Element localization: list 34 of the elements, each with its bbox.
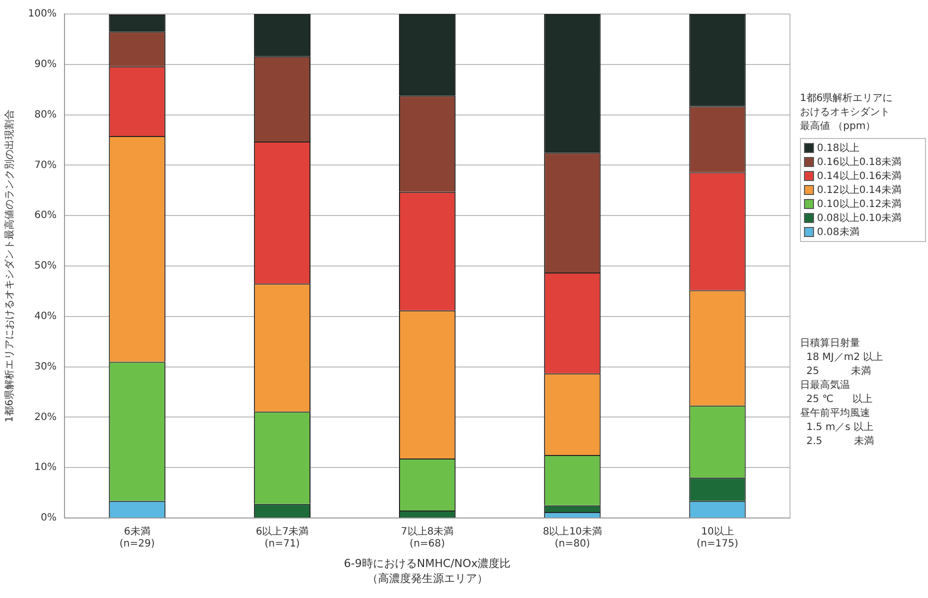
y-tick-label: 80%: [34, 109, 57, 120]
legend-label: 0.12以上0.14未満: [817, 184, 902, 197]
text: 日積算日射量: [800, 337, 861, 351]
legend-label: 0.10以上0.12未満: [817, 198, 902, 211]
y-tick-label: 10%: [34, 462, 57, 474]
text: 1.5 m／s 以上: [805, 421, 875, 435]
x-tick-label: 6以上7未満 (n=71): [256, 526, 309, 550]
text: 25 未満: [805, 365, 872, 379]
y-tick-label: 90%: [34, 58, 57, 70]
x-axis-title: 6-9時におけるNMHC/NOx濃度比（高濃度発生源エリア）: [342, 556, 512, 586]
legend-label: 0.08未満: [817, 226, 860, 239]
y-tick-label: 40%: [34, 310, 57, 322]
text: 日最高気温: [800, 379, 851, 393]
y-tick-label: 100%: [28, 8, 57, 20]
text: 18 MJ／m2 以上: [805, 351, 884, 365]
legend-label: 0.08以上0.10未満: [817, 212, 902, 225]
x-tick-label: 7以上8未満 (n=68): [400, 526, 454, 550]
text: 2.5 未満: [805, 435, 876, 449]
y-tick-label: 30%: [34, 361, 57, 372]
legend-title: 1都6県解析エリアにおけるオキシダント最高値 （ppm）: [800, 92, 894, 134]
y-tick-label: 0%: [40, 512, 57, 524]
text: 昼午前平均風速: [800, 407, 871, 421]
y-tick-label: 70%: [34, 160, 57, 171]
x-tick-label: 6未満 (n=29): [120, 526, 155, 550]
x-tick-label: 10以上 (n=175): [696, 526, 738, 550]
y-tick-label: 50%: [34, 260, 57, 272]
y-tick-label: 60%: [34, 210, 57, 222]
text: 25 ℃ 以上: [805, 393, 874, 407]
y-tick-label: 20%: [34, 412, 57, 423]
legend-label: 0.14以上0.16未満: [817, 170, 902, 183]
legend-label: 0.16以上0.18未満: [817, 156, 902, 169]
y-axis-title: 1都6県解析エリアにおけるオキシダント最高値のランク別の出現割合: [4, 110, 16, 422]
x-tick-label: 8以上10未満 (n=80): [542, 526, 602, 550]
legend-label: 0.18以上: [817, 142, 860, 155]
